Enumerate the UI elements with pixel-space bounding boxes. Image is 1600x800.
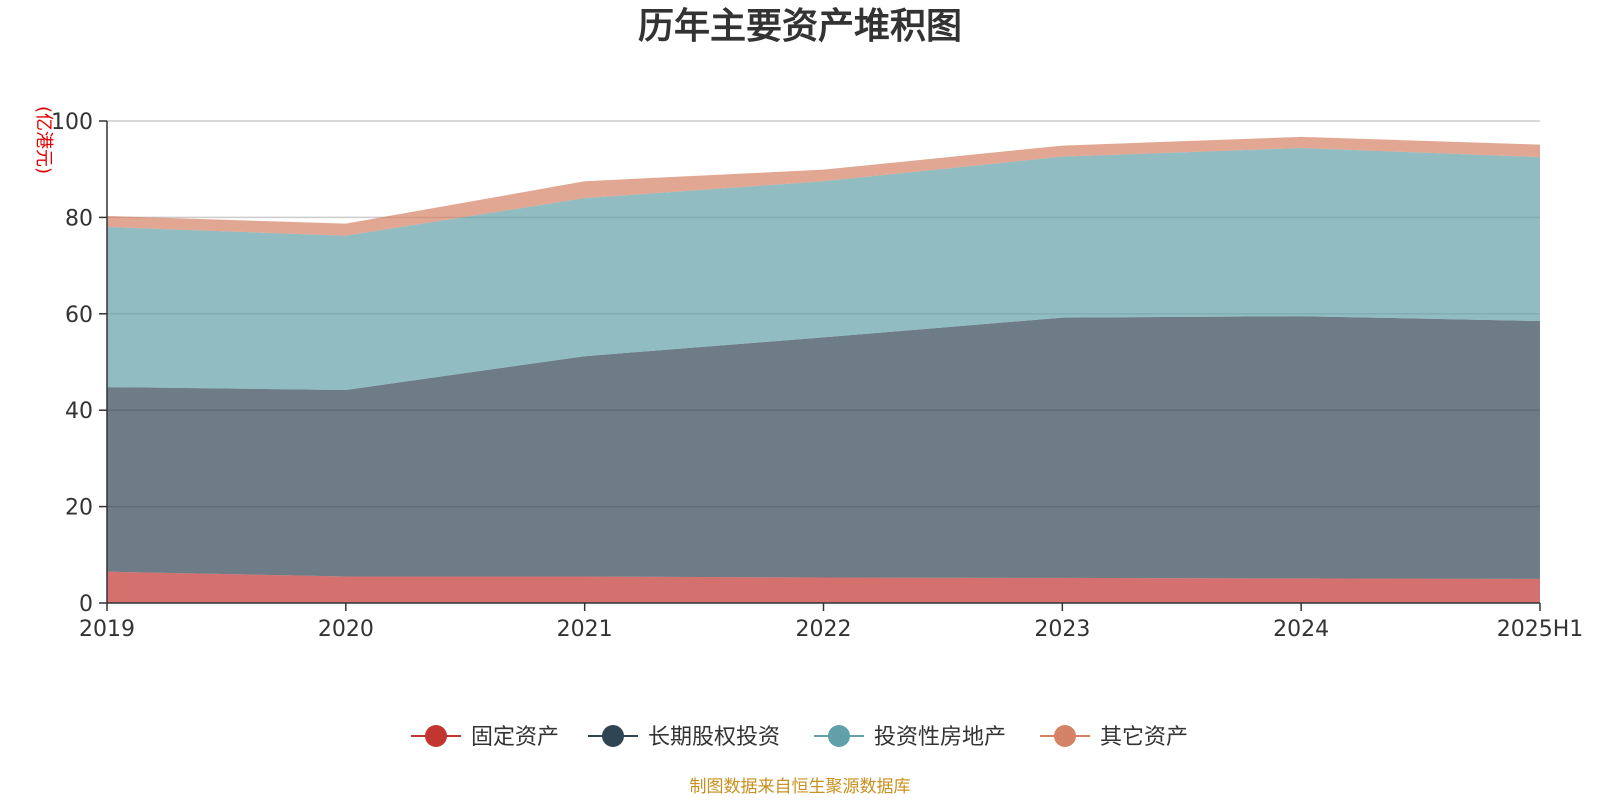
y-tick-label: 100 (51, 110, 93, 135)
x-tick-label: 2019 (79, 617, 135, 642)
legend-marker-icon (425, 725, 447, 747)
y-axis-unit-label: (亿港元) (33, 106, 54, 174)
x-tick-label: 2023 (1034, 617, 1090, 642)
legend-label: 投资性房地产 (874, 725, 1006, 750)
legend-item-3[interactable]: 投资性房地产 (814, 725, 1006, 750)
x-tick-label: 2024 (1273, 617, 1329, 642)
legend-item-2[interactable]: 长期股权投资 (588, 725, 780, 750)
y-tick-labels: 0 20 40 60 80 100 (51, 110, 93, 617)
stacked-areas (107, 136, 1540, 603)
area-series-4 (107, 136, 1540, 236)
y-tick-label: 80 (65, 206, 93, 231)
legend-item-1[interactable]: 固定资产 (411, 725, 559, 750)
area-series-1 (107, 571, 1540, 603)
x-tick-labels: 2019 2020 2021 2022 2023 2024 2025H1 (79, 617, 1583, 642)
legend-label: 其它资产 (1100, 725, 1188, 750)
axes (99, 120, 1541, 611)
legend: 固定资产 长期股权投资 投资性房地产 其它资产 (411, 725, 1188, 750)
y-tick-label: 60 (65, 303, 93, 328)
area-series-2 (107, 316, 1540, 579)
legend-marker-icon (602, 725, 624, 747)
x-tick-label: 2025H1 (1497, 617, 1584, 642)
legend-marker-icon (828, 725, 850, 747)
data-source-note: 制图数据来自恒生聚源数据库 (690, 777, 911, 797)
x-tick-label: 2022 (796, 617, 852, 642)
y-tick-label: 20 (65, 496, 93, 521)
legend-label: 固定资产 (471, 725, 559, 750)
legend-label: 长期股权投资 (648, 725, 780, 750)
legend-item-4[interactable]: 其它资产 (1040, 725, 1188, 750)
x-tick-label: 2021 (557, 617, 613, 642)
y-tick-label: 40 (65, 399, 93, 424)
legend-marker-icon (1054, 725, 1076, 747)
area-series-3 (107, 147, 1540, 390)
chart-title: 历年主要资产堆积图 (638, 6, 962, 47)
x-tick-label: 2020 (318, 617, 374, 642)
y-tick-label: 0 (79, 592, 93, 617)
